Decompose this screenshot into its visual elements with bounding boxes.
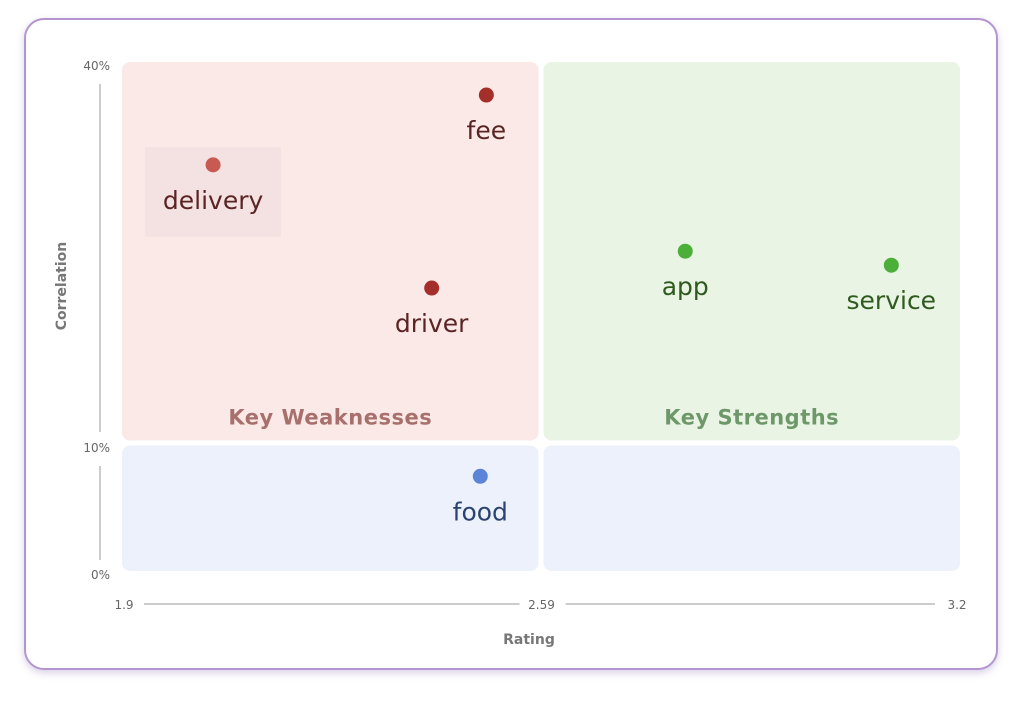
quadrant-bottom-left bbox=[122, 445, 539, 571]
quadrant-bottom-right bbox=[543, 445, 960, 571]
x-tick-label: 3.2 bbox=[947, 598, 966, 612]
data-point[interactable] bbox=[472, 468, 488, 484]
data-point-label: food bbox=[453, 497, 508, 526]
data-point-label: fee bbox=[467, 116, 507, 145]
data-point[interactable] bbox=[677, 243, 693, 259]
data-point-label: delivery bbox=[163, 186, 264, 215]
data-point-label: app bbox=[662, 272, 709, 301]
y-tick-label: 0% bbox=[91, 568, 110, 582]
quadrant-label-top-right: Key Strengths bbox=[664, 406, 839, 430]
y-tick-label: 10% bbox=[83, 441, 110, 455]
data-point-label: service bbox=[847, 286, 937, 315]
data-point-label: driver bbox=[395, 309, 469, 338]
y-axis-title: Correlation bbox=[54, 242, 70, 331]
data-point[interactable] bbox=[205, 157, 221, 173]
data-point[interactable] bbox=[424, 280, 440, 296]
data-point[interactable] bbox=[478, 87, 494, 103]
y-tick-label: 40% bbox=[83, 59, 110, 73]
data-point[interactable] bbox=[883, 257, 899, 273]
x-tick-label: 1.9 bbox=[114, 598, 133, 612]
point-highlight bbox=[145, 146, 282, 237]
quadrant-label-top-left: Key Weaknesses bbox=[228, 406, 432, 430]
x-tick-label: 2.59 bbox=[528, 598, 555, 612]
x-axis-title: Rating bbox=[503, 632, 555, 648]
quadrant-top-right bbox=[543, 62, 960, 441]
